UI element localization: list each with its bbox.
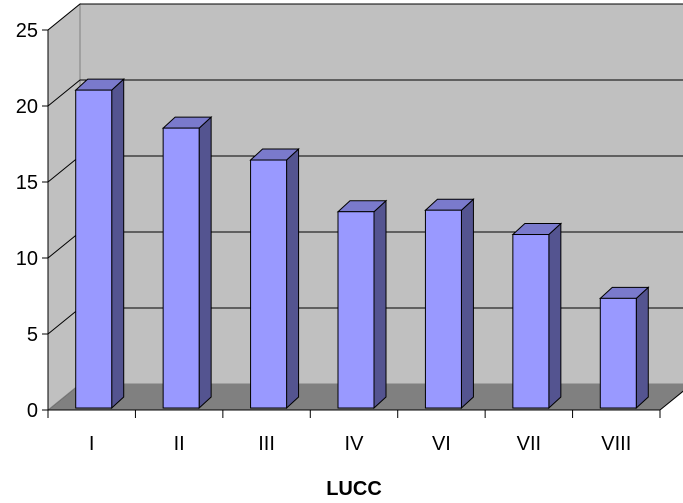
x-tick-label: VIII (601, 433, 631, 455)
y-tick-label: 20 (16, 96, 38, 118)
chart-side-wall (47, 2, 81, 412)
x-tick-label: VII (517, 433, 541, 455)
bar-front (337, 211, 375, 409)
bar-front (162, 127, 200, 409)
bar-side (198, 115, 212, 410)
bar-II (161, 115, 213, 410)
x-axis-label: LUCC (326, 478, 382, 500)
bar-side (373, 199, 387, 410)
gridline (47, 79, 683, 107)
x-tick-label: IV (345, 433, 365, 455)
x-axis: I II III IV VI VII VIII (47, 409, 661, 455)
y-axis: 0 5 10 15 20 25 (16, 20, 49, 422)
bar-front (75, 89, 113, 409)
bar-front (250, 159, 288, 409)
bar-VIII (599, 286, 650, 410)
x-tick-label: I (89, 433, 95, 455)
bar-IV (336, 199, 388, 410)
bar-side (460, 198, 474, 410)
bar-front (424, 209, 462, 409)
bar-side (635, 286, 649, 410)
bar-side (286, 147, 300, 410)
bar-side (111, 77, 125, 410)
bar-side (548, 222, 562, 410)
bar-I (74, 77, 125, 410)
bar-front (599, 297, 637, 409)
bar-VII (511, 222, 563, 410)
x-tick-label: II (174, 433, 185, 455)
bar-III (249, 147, 300, 410)
y-tick-label: 5 (27, 324, 38, 346)
bar-front (512, 234, 550, 409)
y-tick-label: 10 (16, 248, 38, 270)
x-tick-label: VI (432, 433, 451, 455)
bar-VI (424, 198, 475, 410)
y-tick-label: 15 (16, 172, 38, 194)
gridline (47, 3, 683, 31)
y-tick-label: 25 (16, 20, 38, 42)
y-tick-label: 0 (27, 400, 38, 422)
bars (74, 77, 650, 410)
x-tick-label: III (258, 433, 275, 455)
